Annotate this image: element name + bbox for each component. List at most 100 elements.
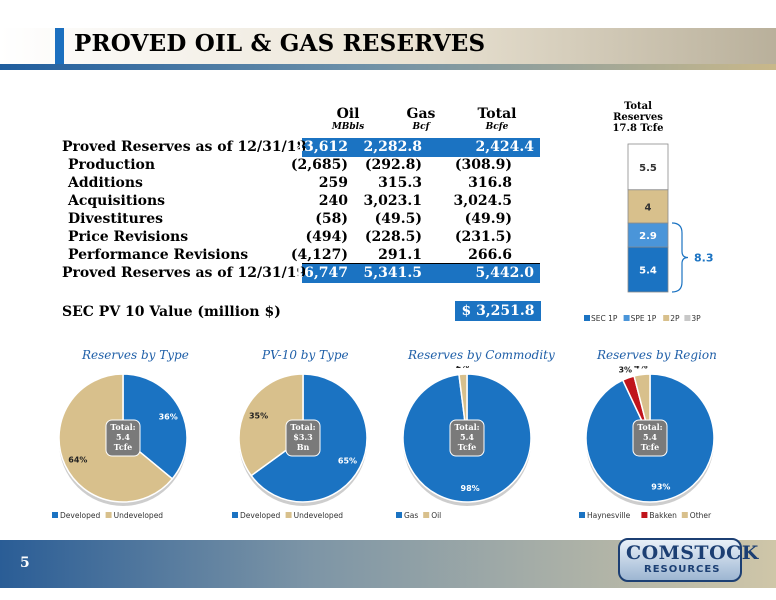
pie-slice-label: 36% — [159, 413, 178, 422]
pie-center-label: Bn — [297, 442, 310, 452]
legend-swatch — [623, 315, 630, 321]
row-total: 5,442.0 — [475, 265, 534, 281]
row-oil: 240 — [318, 193, 348, 209]
pie-title-region: Reserves by Region — [597, 348, 717, 362]
row-gas: 315.3 — [378, 175, 422, 191]
pie-title-commodity: Reserves by Commodity — [408, 348, 555, 362]
table-row: Divestitures (58) (49.5) (49.9) — [62, 211, 542, 229]
legend-entry: 3P — [691, 314, 701, 323]
row-label: Proved Reserves as of 12/31/18 — [62, 139, 307, 155]
col-unit-total: Bcfe — [485, 122, 509, 132]
row-label: Proved Reserves as of 12/31/19 — [62, 265, 307, 281]
highlight-row-2019 — [302, 264, 540, 283]
table-row: Additions 259 315.3 316.8 — [62, 175, 542, 193]
legend-entry: Developed — [240, 511, 280, 520]
row-label: Additions — [68, 175, 143, 191]
row-gas: 2,282.8 — [363, 139, 422, 155]
row-label: Acquisitions — [68, 193, 166, 209]
pie-slice-label: 65% — [338, 457, 357, 466]
pie-slice-label: 64% — [68, 455, 87, 464]
pv10-value: $ 3,251.8 — [455, 301, 541, 321]
stack-segment-label: 5.4 — [639, 266, 657, 277]
stack-segment-spe-1p — [627, 222, 669, 248]
row-total: (231.5) — [454, 229, 512, 245]
pie-center-label: Tcfe — [458, 442, 476, 452]
row-label: Price Revisions — [68, 229, 189, 245]
row-oil: (58) — [315, 211, 348, 227]
row-total: (49.9) — [464, 211, 512, 227]
legend-swatch — [641, 512, 648, 518]
bracket — [671, 222, 689, 293]
row-oil: 259 — [318, 175, 348, 191]
legend-entry: Undeveloped — [294, 511, 344, 520]
legend-swatch — [105, 512, 112, 518]
legend-swatch — [663, 315, 670, 321]
row-gas: (292.8) — [364, 157, 422, 173]
pie-slice-label: 35% — [249, 411, 268, 420]
pie-center-badge — [449, 419, 485, 457]
row-gas: 3,023.1 — [363, 193, 422, 209]
pie-center-label: Total: — [454, 422, 479, 432]
pie-center-badge — [105, 419, 141, 457]
row-total: 266.6 — [468, 247, 512, 263]
table-row: Proved Reserves as of 12/31/19 16,747 5,… — [62, 265, 542, 283]
row-gas: 291.1 — [378, 247, 422, 263]
legend-entry: Developed — [60, 511, 100, 520]
pie-slice-label: 98% — [461, 484, 480, 493]
pie-center-badge — [285, 419, 321, 457]
row-oil: (2,685) — [290, 157, 348, 173]
row-oil: 16,747 — [294, 265, 348, 281]
company-logo: COMSTOCK RESOURCES — [618, 538, 758, 582]
table-row: Performance Revisions (4,127) 291.1 266.… — [62, 247, 542, 265]
pie-chart-pv10-by-type: 65% 35% Total:$3.3Bn Developed Undeveloped — [232, 373, 368, 520]
pie-center-label: Total: — [637, 422, 662, 432]
row-oil: 23,612 — [294, 139, 348, 155]
logo-line2: RESOURCES — [644, 564, 721, 575]
row-gas: 5,341.5 — [363, 265, 422, 281]
table-row: Production (2,685) (292.8) (308.9) — [62, 157, 542, 175]
legend-entry: 2P — [670, 314, 680, 323]
legend-swatch — [684, 315, 691, 321]
pv10-label: SEC PV 10 Value (million $) — [62, 304, 281, 320]
table-row: Proved Reserves as of 12/31/18 23,612 2,… — [62, 139, 542, 157]
logo-line1: COMSTOCK — [626, 542, 759, 564]
page-title: PROVED OIL & GAS RESERVES — [74, 30, 486, 57]
stacked-bar-chart: 5.4 2.9 4 5.5 8.3 SEC 1P SPE 1P 2P 3P — [584, 143, 714, 323]
pie-center-label: $3.3 — [293, 432, 313, 442]
row-label: Production — [68, 157, 156, 173]
col-header-total: Total — [477, 106, 517, 122]
legend-swatch — [396, 512, 402, 518]
stack-segment-label: 5.5 — [639, 163, 657, 174]
col-header-oil: Oil — [336, 106, 360, 122]
pie-slice-label: 2% — [456, 366, 470, 370]
legend-entry: Oil — [431, 511, 441, 520]
legend-swatch — [52, 512, 58, 518]
row-oil: (494) — [305, 229, 348, 245]
row-total: 3,024.5 — [453, 193, 512, 209]
pie-title-type: Reserves by Type — [82, 348, 189, 362]
col-unit-gas: Bcf — [412, 122, 430, 132]
pie-center-label: Tcfe — [114, 442, 132, 452]
bracket-label: 8.3 — [694, 251, 714, 264]
row-total: 316.8 — [468, 175, 512, 191]
stack-chart-title: Total Reserves 17.8 Tcfe — [600, 101, 676, 134]
legend-swatch — [584, 315, 590, 321]
row-label: Divestitures — [68, 211, 163, 227]
legend-entry: SPE 1P — [631, 314, 657, 323]
legend-swatch — [423, 512, 430, 518]
page-number: 5 — [20, 555, 30, 571]
stack-segment-3p — [627, 143, 669, 191]
legend-swatch — [681, 512, 688, 518]
col-header-gas: Gas — [406, 106, 436, 122]
pie-center-label: 5.4 — [643, 432, 657, 442]
sum-underline — [302, 263, 540, 264]
pie-title-pv10: PV-10 by Type — [262, 348, 349, 362]
legend-swatch — [579, 512, 585, 518]
legend-entry: Haynesville — [587, 511, 631, 520]
stack-segment-label: 2.9 — [639, 231, 657, 242]
pie-center-label: 5.4 — [460, 432, 474, 442]
table-row: Price Revisions (494) (228.5) (231.5) — [62, 229, 542, 247]
pie-slice-label: 3% — [618, 366, 632, 374]
title-accent — [55, 28, 64, 64]
